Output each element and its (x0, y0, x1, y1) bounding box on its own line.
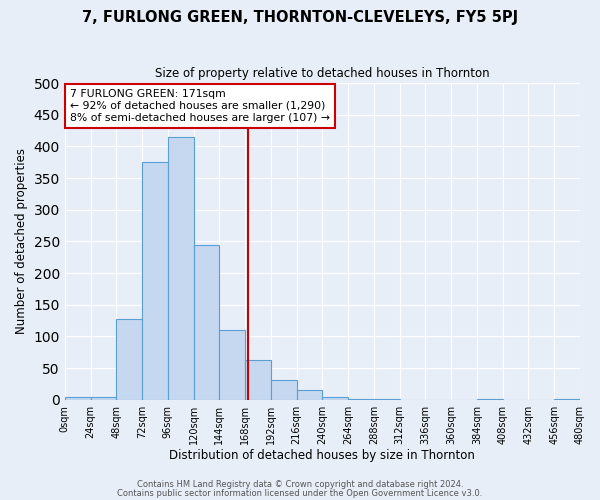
Bar (116, 318, 142, 400)
Bar (271, 380, 296, 400)
Bar (374, 398, 400, 400)
X-axis label: Distribution of detached houses by size in Thornton: Distribution of detached houses by size … (169, 450, 475, 462)
Bar (348, 398, 374, 400)
Title: Size of property relative to detached houses in Thornton: Size of property relative to detached ho… (155, 68, 490, 80)
Text: 7 FURLONG GREEN: 171sqm
← 92% of detached houses are smaller (1,290)
8% of semi-: 7 FURLONG GREEN: 171sqm ← 92% of detache… (70, 90, 330, 122)
Bar (296, 390, 322, 400)
Bar (142, 162, 168, 400)
Bar (477, 399, 503, 400)
Text: Contains HM Land Registry data © Crown copyright and database right 2024.: Contains HM Land Registry data © Crown c… (137, 480, 463, 489)
Bar (554, 399, 580, 400)
Y-axis label: Number of detached properties: Number of detached properties (15, 148, 28, 334)
Text: 7, FURLONG GREEN, THORNTON-CLEVELEYS, FY5 5PJ: 7, FURLONG GREEN, THORNTON-CLEVELEYS, FY… (82, 10, 518, 25)
Bar (220, 330, 245, 400)
Bar (65, 396, 91, 400)
Bar (194, 244, 220, 400)
Bar (322, 396, 348, 400)
Bar (245, 360, 271, 400)
Bar (91, 396, 116, 400)
Bar (168, 137, 194, 400)
Text: Contains public sector information licensed under the Open Government Licence v3: Contains public sector information licen… (118, 488, 482, 498)
